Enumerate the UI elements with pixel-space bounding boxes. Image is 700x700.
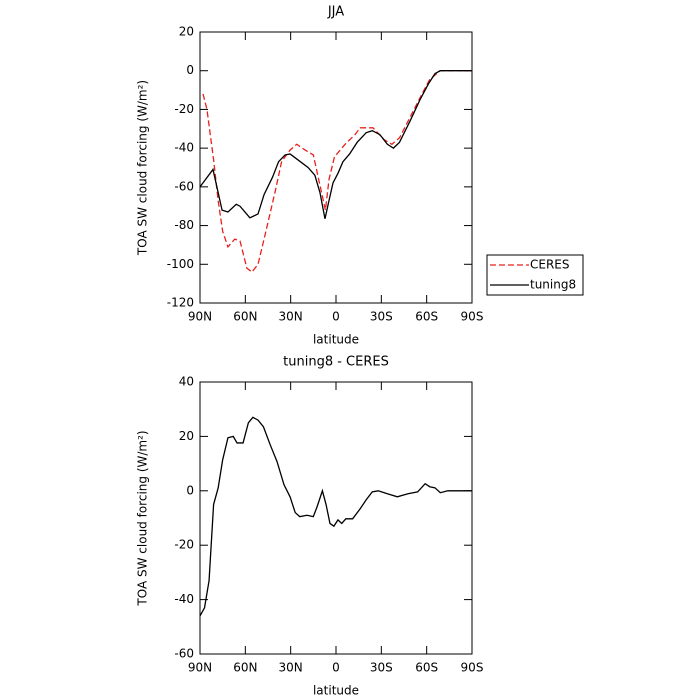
legend-label: tuning8: [530, 278, 576, 292]
x-tick-label: 30N: [279, 310, 303, 324]
data-line: [199, 416, 472, 617]
plot-frame: [199, 381, 473, 655]
x-tick-label: 90N: [188, 661, 212, 675]
y-tick-label: -20: [174, 538, 194, 552]
data-line: [199, 70, 472, 219]
legend-box: [486, 254, 584, 296]
y-tick-label: -120: [167, 296, 194, 310]
y-tick-label: 0: [186, 63, 194, 77]
x-tick-label: 30S: [370, 310, 393, 324]
y-tick-label: -60: [174, 179, 194, 193]
x-axis-label: latitude: [313, 333, 359, 347]
x-axis-label: latitude: [313, 684, 359, 698]
x-tick-label: 60N: [233, 661, 257, 675]
y-tick-label: 20: [179, 429, 194, 443]
y-tick-label: -80: [174, 218, 194, 232]
y-axis-label: TOA SW cloud forcing (W/m²): [136, 430, 150, 606]
y-tick-label: -60: [174, 647, 194, 661]
y-tick-label: 40: [179, 375, 194, 389]
x-tick-label: 60S: [415, 310, 438, 324]
y-tick-label: -100: [167, 257, 194, 271]
x-tick-label: 90S: [461, 310, 484, 324]
x-tick-label: 60S: [415, 661, 438, 675]
y-tick-label: 0: [186, 483, 194, 497]
x-tick-label: 60N: [233, 310, 257, 324]
x-tick-label: 30S: [370, 661, 393, 675]
x-tick-label: 90N: [188, 310, 212, 324]
data-line: [202, 70, 472, 273]
y-axis-label: TOA SW cloud forcing (W/m²): [136, 80, 150, 256]
y-tick-label: 20: [179, 25, 194, 39]
chart-title: JJA: [327, 5, 344, 20]
y-tick-label: -40: [174, 141, 194, 155]
plot-frame: [199, 31, 473, 304]
x-tick-label: 30N: [279, 661, 303, 675]
x-tick-label: 0: [332, 310, 340, 324]
x-tick-label: 0: [332, 661, 340, 675]
y-tick-label: -40: [174, 592, 194, 606]
chart-title: tuning8 - CERES: [283, 355, 389, 370]
x-tick-label: 90S: [461, 661, 484, 675]
y-tick-label: -20: [174, 102, 194, 116]
legend-label: CERES: [530, 258, 570, 272]
